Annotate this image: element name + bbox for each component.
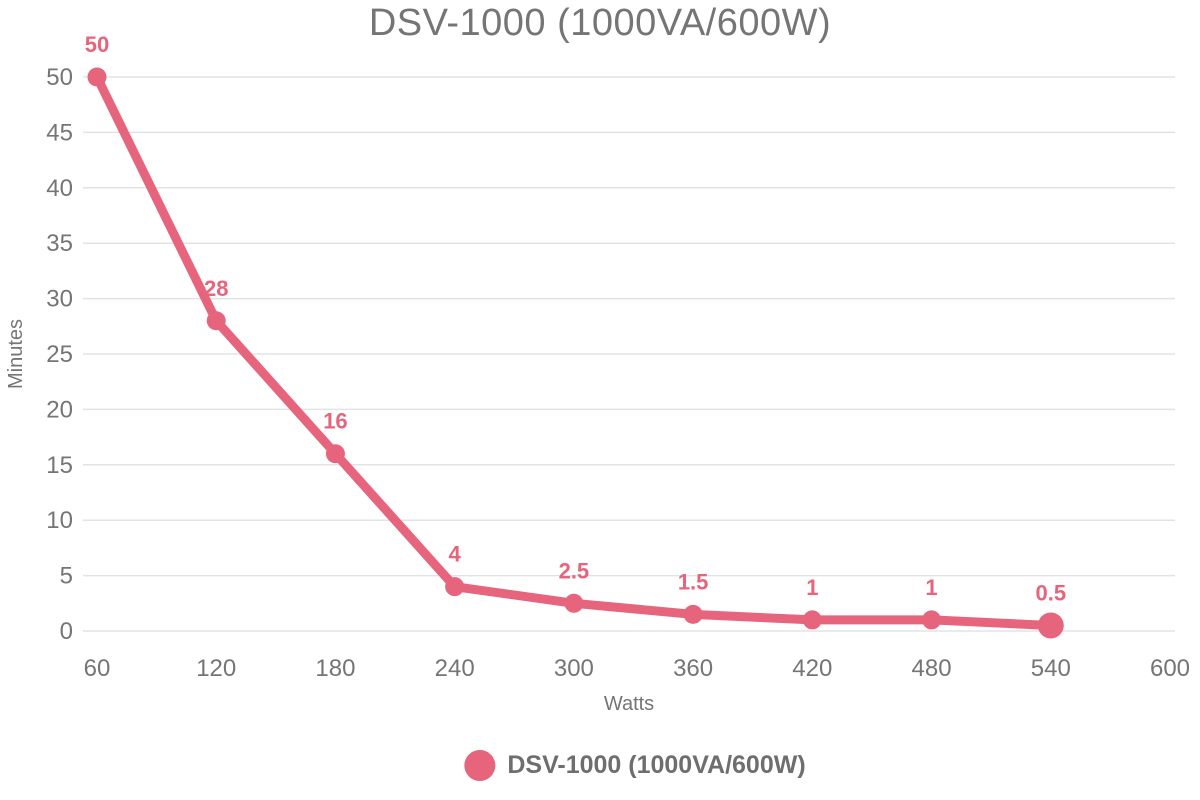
y-tick-label: 25 [46, 341, 73, 368]
y-tick-label: 50 [46, 64, 73, 91]
legend-marker-circle [464, 750, 496, 781]
data-point-label: 0.5 [1035, 580, 1066, 605]
data-point-label: 1.5 [678, 569, 709, 594]
series-line [92, 72, 1056, 630]
x-axis-title: Watts [604, 693, 654, 715]
data-point[interactable] [683, 604, 703, 624]
data-point-label: 16 [323, 409, 347, 434]
data-point[interactable] [1037, 612, 1064, 639]
x-tick-label: 480 [912, 655, 952, 682]
data-point[interactable] [922, 610, 942, 630]
data-point-label: 50 [85, 32, 109, 57]
x-tick-label: 600 [1150, 655, 1190, 682]
x-tick-label: 60 [84, 655, 111, 682]
x-tick-label: 120 [196, 655, 236, 682]
legend-label: DSV-1000 (1000VA/600W) [507, 751, 806, 779]
x-tick-label: 300 [554, 655, 594, 682]
data-point-label: 1 [925, 575, 937, 600]
data-point-label: 4 [449, 542, 462, 567]
x-tick-label: 420 [792, 655, 832, 682]
data-point-label: 28 [204, 276, 228, 301]
y-tick-label: 10 [46, 507, 73, 534]
y-tick-label: 30 [46, 286, 73, 313]
data-point[interactable] [802, 610, 822, 630]
y-tick-label: 45 [46, 119, 73, 146]
x-tick-label: 540 [1031, 655, 1071, 682]
y-tick-label: 40 [46, 175, 73, 202]
data-point[interactable] [87, 67, 107, 87]
data-point[interactable] [445, 577, 465, 597]
plot-area[interactable]: 0 5 10 15 20 25 30 35 40 45 50 60 120 180 240 300 360 420… [0, 0, 1200, 745]
y-tick-label: 15 [46, 452, 73, 479]
data-point[interactable] [206, 311, 226, 331]
data-point-label: 1 [806, 575, 818, 600]
y-tick-label: 5 [60, 563, 73, 590]
data-point-label: 2.5 [559, 558, 590, 583]
x-tick-label: 360 [673, 655, 713, 682]
x-tick-label: 180 [315, 655, 355, 682]
y-tick-label: 20 [46, 396, 73, 423]
y-tick-label: 35 [46, 230, 73, 257]
y-tick-label: 0 [60, 618, 73, 645]
data-point[interactable] [325, 444, 345, 464]
y-axis-title: Minutes [5, 319, 27, 389]
data-point[interactable] [564, 593, 584, 613]
chart-title: DSV-1000 (1000VA/600W) [368, 2, 832, 44]
x-tick-label: 240 [435, 655, 475, 682]
chart-legend[interactable]: DSV-1000 (1000VA/600W) [464, 750, 806, 781]
